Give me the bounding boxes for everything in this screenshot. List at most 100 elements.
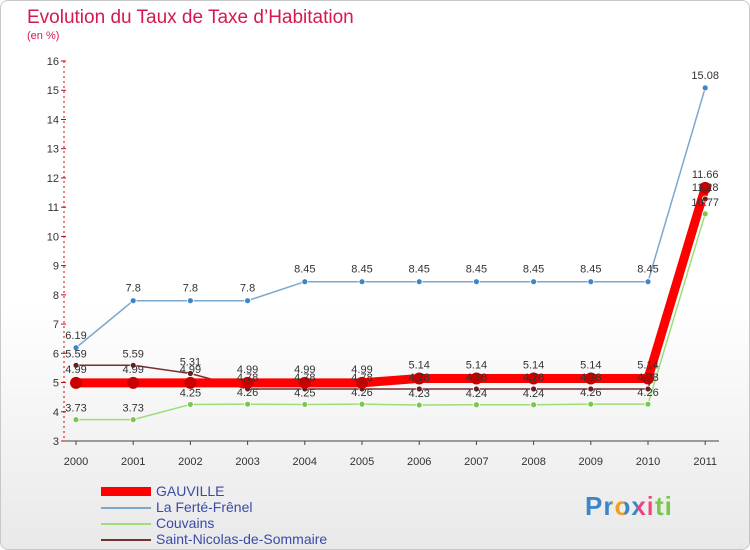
data-point-stnicolas — [415, 385, 423, 393]
x-tick-label: 2007 — [464, 456, 488, 468]
data-label-stnicolas: 5.59 — [65, 348, 86, 360]
y-tick-label: 6 — [53, 348, 59, 360]
data-label-ferte: 15.08 — [691, 70, 719, 82]
data-label-couvains: 10.77 — [691, 197, 719, 209]
data-label-ferte: 7.8 — [240, 283, 255, 295]
data-point-gauville — [413, 372, 426, 385]
y-tick-label: 12 — [47, 173, 59, 185]
y-tick-label: 9 — [53, 261, 59, 273]
data-point-stnicolas — [129, 361, 137, 369]
y-tick-label: 14 — [47, 114, 59, 126]
data-label-stnicolas: 4.78 — [523, 372, 544, 384]
legend-label-stnicolas: Saint-Nicolas-de-Sommaire — [156, 531, 328, 547]
data-label-ferte: 7.8 — [183, 283, 198, 295]
data-point-gauville — [184, 376, 197, 389]
data-point-ferte — [415, 278, 423, 286]
data-point-gauville — [699, 181, 712, 194]
legend-swatch-gauville — [101, 487, 151, 496]
series-line-couvains — [76, 213, 706, 421]
data-label-ferte: 8.45 — [351, 264, 372, 276]
data-label-gauville: 4.99 — [294, 364, 315, 376]
data-label-gauville: 4.99 — [180, 364, 201, 376]
y-tick-label: 11 — [48, 202, 59, 214]
data-point-ferte — [644, 278, 652, 286]
data-point-gauville — [298, 376, 311, 389]
data-label-couvains: 3.73 — [122, 403, 143, 415]
data-point-ferte — [530, 278, 537, 286]
data-label-gauville: 5.14 — [580, 359, 601, 371]
data-point-ferte — [587, 278, 595, 286]
data-point-stnicolas — [701, 195, 709, 203]
data-label-gauville: 4.99 — [351, 364, 372, 376]
y-tick-label: 10 — [47, 231, 59, 243]
legend-label-ferte: La Ferté-Frênel — [156, 499, 253, 515]
y-tick-label: 5 — [53, 378, 59, 390]
data-label-ferte: 8.45 — [466, 264, 487, 276]
data-point-couvains — [587, 400, 595, 408]
chart-title: Evolution du Taux de Taxe d’Habitation — [27, 7, 354, 28]
data-label-couvains: 4.26 — [580, 387, 601, 399]
series-line-ferte — [75, 87, 706, 349]
data-point-ferte — [358, 278, 366, 286]
data-label-ferte: 8.45 — [294, 264, 315, 276]
legend-swatch-ferte — [101, 507, 151, 509]
y-tick-label: 4 — [53, 407, 59, 419]
legend-swatch-stnicolas — [101, 539, 151, 541]
data-point-stnicolas — [587, 385, 595, 393]
data-point-couvains — [644, 400, 652, 408]
data-label-gauville: 5.14 — [408, 359, 429, 371]
data-label-couvains: 4.25 — [180, 387, 201, 399]
data-point-stnicolas — [644, 385, 652, 393]
data-point-gauville — [356, 376, 368, 389]
data-point-couvains — [701, 210, 709, 218]
data-point-ferte — [129, 297, 137, 305]
data-label-stnicolas: 4.78 — [408, 372, 429, 384]
data-label-stnicolas: 4.78 — [580, 372, 601, 384]
x-tick-label: 2006 — [407, 456, 431, 468]
data-point-couvains — [530, 401, 537, 409]
data-label-stnicolas: 11.28 — [692, 182, 719, 194]
x-tick-label: 2010 — [636, 456, 660, 468]
data-point-couvains — [129, 416, 137, 424]
x-tick-label: 2008 — [521, 456, 545, 468]
data-point-gauville — [70, 376, 82, 389]
series-line-gauville — [76, 186, 710, 388]
data-point-gauville — [642, 372, 654, 385]
y-tick-label: 13 — [47, 144, 59, 156]
x-tick-label: 2002 — [178, 456, 202, 468]
data-label-couvains: 4.24 — [523, 388, 544, 400]
data-label-gauville: 5.14 — [637, 359, 658, 371]
data-label-couvains: 4.26 — [237, 387, 258, 399]
data-label-stnicolas: 4.78 — [637, 372, 658, 384]
x-tick-label: 2000 — [64, 456, 88, 468]
chart-subtitle: (en %) — [27, 30, 60, 42]
data-label-ferte: 8.45 — [408, 264, 429, 276]
series-line-stnicolas — [76, 198, 706, 390]
data-point-gauville — [527, 372, 540, 385]
data-label-stnicolas: 5.59 — [122, 348, 143, 360]
data-point-gauville — [584, 372, 597, 385]
data-point-ferte — [72, 344, 80, 352]
x-tick-label: 2009 — [579, 456, 603, 468]
logo-text: Proxiti — [585, 491, 673, 521]
data-label-ferte: 8.45 — [523, 264, 544, 276]
data-point-gauville — [127, 376, 140, 389]
x-tick-label: 2005 — [350, 456, 374, 468]
data-label-ferte: 8.45 — [637, 264, 658, 276]
data-label-stnicolas: 4.78 — [466, 372, 487, 384]
data-label-stnicolas: 4.78 — [351, 372, 372, 384]
y-tick-label: 7 — [53, 319, 59, 331]
data-label-ferte: 8.45 — [580, 264, 601, 276]
data-point-couvains — [472, 401, 480, 409]
y-tick-label: 15 — [47, 85, 59, 97]
data-point-ferte — [301, 278, 309, 286]
data-label-couvains: 4.24 — [466, 388, 487, 400]
data-point-stnicolas — [72, 361, 80, 369]
data-point-couvains — [186, 401, 194, 408]
data-point-gauville — [470, 372, 483, 385]
data-point-stnicolas — [530, 385, 537, 393]
data-label-gauville: 4.99 — [65, 364, 86, 376]
data-point-stnicolas — [472, 385, 480, 393]
